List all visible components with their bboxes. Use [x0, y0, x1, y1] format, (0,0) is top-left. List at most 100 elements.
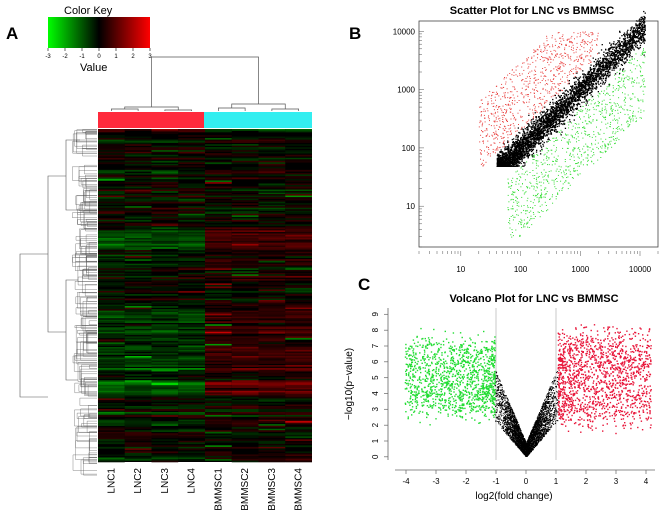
- heatmap-cell: [124, 421, 152, 423]
- heatmap-cell: [231, 200, 259, 202]
- scatter-point-down: [643, 83, 644, 85]
- scatter-point-down: [559, 131, 561, 133]
- scatter-point-unchanged: [641, 34, 643, 37]
- scatter-point-unchanged: [553, 106, 555, 109]
- heatmap-cell: [285, 287, 312, 290]
- scatter-point-up: [526, 88, 527, 90]
- heatmap-cell: [178, 212, 205, 215]
- heatmap-cell: [285, 203, 312, 205]
- scatter-point-up: [515, 134, 517, 136]
- heatmap-cell: [178, 168, 205, 171]
- heatmap-cell: [98, 269, 125, 272]
- scatter-point-up: [515, 118, 517, 120]
- row-dendrogram-leaf: [83, 268, 97, 277]
- scatter-point-unchanged: [598, 83, 600, 86]
- scatter-point-down: [631, 98, 633, 100]
- scatter-point-unchanged: [638, 40, 640, 43]
- heatmap-cell: [231, 427, 259, 429]
- heatmap-cell: [258, 219, 286, 222]
- heatmap-cell: [258, 290, 286, 293]
- row-dendrogram-leaf: [76, 325, 97, 343]
- scatter-point-down: [543, 159, 545, 161]
- scatter-point-down: [624, 96, 626, 98]
- heatmap-cell: [205, 424, 232, 426]
- scatter-point-down: [551, 149, 553, 151]
- row-dendrogram-leaf: [74, 130, 97, 147]
- heatmap-cell: [124, 333, 152, 336]
- scatter-point-down: [520, 212, 522, 214]
- scatter-point-up: [535, 66, 537, 68]
- scatter-point-unchanged: [567, 105, 569, 107]
- scatter-point-unchanged: [632, 46, 634, 48]
- heatmap-cell: [151, 297, 179, 299]
- scatter-point-up: [491, 134, 493, 136]
- scatter-point-up: [509, 98, 511, 99]
- scatter-point-down: [611, 111, 613, 112]
- scatter-point-unchanged: [644, 38, 646, 40]
- scatter-point-down: [556, 181, 558, 182]
- heatmap-cell: [231, 431, 259, 434]
- heatmap-cell: [98, 195, 125, 198]
- heatmap-cell: [98, 141, 125, 143]
- heatmap-cell: [231, 198, 259, 201]
- heatmap-cell: [205, 446, 232, 449]
- heatmap-cell: [258, 263, 286, 266]
- heatmap-cell: [98, 274, 125, 277]
- heatmap-cell: [124, 319, 152, 322]
- heatmap-cell: [151, 177, 179, 180]
- heatmap-cell: [285, 330, 312, 333]
- heatmap-cell: [231, 446, 259, 449]
- scatter-point-down: [563, 170, 565, 172]
- scatter-point-up: [559, 83, 561, 85]
- scatter-point-unchanged: [539, 143, 541, 145]
- heatmap-column-label: LNC1: [106, 468, 117, 494]
- scatter-point-down: [534, 195, 536, 197]
- scatter-point-down: [509, 223, 511, 225]
- heatmap-cell: [151, 157, 179, 160]
- heatmap-cell: [178, 251, 205, 254]
- scatter-point-up: [542, 98, 544, 100]
- scatter-point-unchanged: [581, 83, 584, 86]
- scatter-point-down: [525, 210, 527, 212]
- scatter-point-down: [614, 74, 616, 76]
- scatter-point-down: [635, 53, 637, 55]
- heatmap-cell: [124, 253, 152, 255]
- scatter-point-unchanged: [619, 72, 621, 75]
- scatter-point-down: [536, 160, 538, 162]
- heatmap-cell: [231, 228, 259, 231]
- row-dendrogram-leaf: [77, 276, 97, 286]
- scatter-point-down: [632, 93, 634, 94]
- heatmap-cell: [231, 197, 259, 199]
- heatmap-cell: [205, 412, 232, 414]
- heatmap-cell: [124, 359, 152, 361]
- scatter-point-down: [568, 169, 570, 171]
- scatter-point-up: [524, 89, 526, 91]
- scatter-point-unchanged: [595, 58, 597, 61]
- scatter-point-down: [567, 121, 569, 123]
- scatter-point-up: [507, 97, 509, 99]
- scatter-point-up: [554, 83, 556, 85]
- scatter-point-down: [640, 111, 642, 113]
- heatmap-cell: [124, 189, 152, 192]
- heatmap-cell: [205, 395, 232, 398]
- scatter-point-up: [507, 121, 508, 122]
- scatter-point-up: [501, 87, 503, 89]
- scatter-point-up: [568, 57, 570, 59]
- heatmap-cell: [98, 172, 125, 175]
- color-key: Color Key -3 -2 -1 0 1 2 3 Value: [45, 5, 152, 74]
- heatmap-cell: [231, 375, 259, 378]
- scatter-point-down: [589, 109, 591, 111]
- scatter-point-down: [628, 117, 630, 119]
- scatter-point-down: [583, 116, 585, 118]
- scatter-point-unchanged: [643, 15, 645, 18]
- heatmap-cell: [98, 319, 125, 322]
- scatter-point-down: [523, 193, 525, 195]
- scatter-point-unchanged: [553, 109, 555, 112]
- color-key-ticks: -3 -2 -1 0 1 2 3: [45, 48, 152, 60]
- scatter-point-down: [634, 79, 636, 81]
- scatter-point-up: [521, 66, 523, 68]
- scatter-point-down: [578, 140, 580, 141]
- scatter-point-up: [491, 113, 492, 115]
- heatmap-cell: [205, 306, 232, 308]
- scatter-point-up: [572, 49, 574, 51]
